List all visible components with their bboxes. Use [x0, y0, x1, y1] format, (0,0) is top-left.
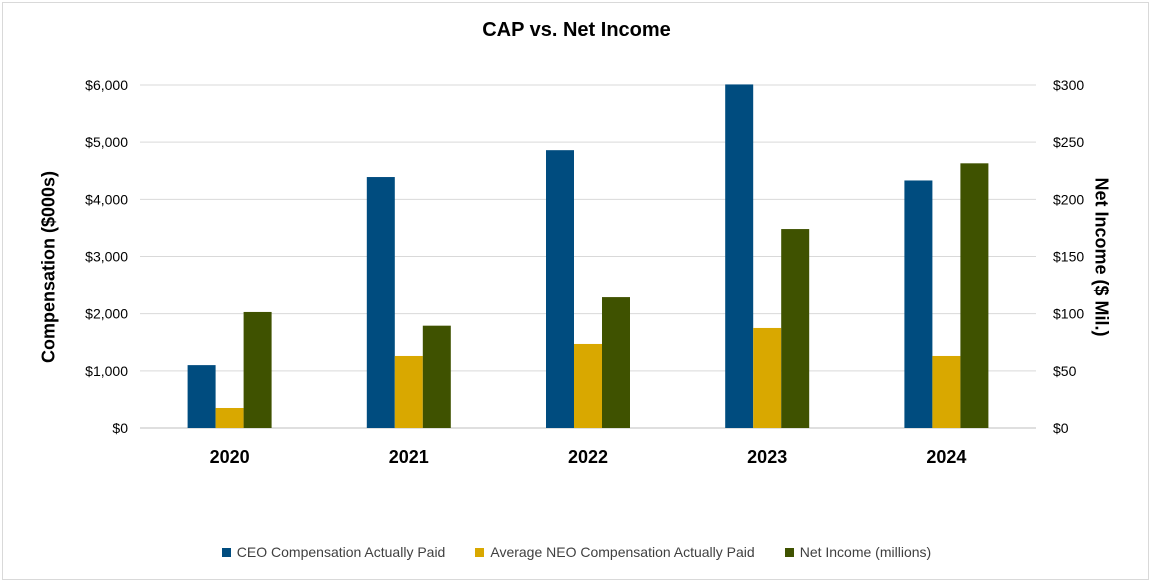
legend-swatch-net-income: [784, 547, 794, 557]
bar-net-income: [243, 311, 272, 428]
legend-item-neo: Average NEO Compensation Actually Paid: [475, 544, 755, 560]
bar-neo: [753, 327, 782, 428]
y-tick-label-right: $50: [1053, 363, 1077, 379]
bar-neo: [215, 407, 244, 428]
y-tick-label-left: $1,000: [85, 363, 128, 379]
bar-ceo: [725, 84, 754, 428]
y-tick-label-left: $0: [112, 420, 128, 436]
y-tick-label-right: $250: [1053, 134, 1084, 150]
legend-swatch-ceo: [221, 547, 231, 557]
y-tick-label-right: $200: [1053, 191, 1084, 207]
bar-neo: [932, 355, 961, 428]
legend-swatch-neo: [475, 547, 485, 557]
x-tick-label: 2024: [926, 447, 966, 467]
bar-ceo: [546, 150, 574, 429]
chart-title: CAP vs. Net Income: [482, 19, 671, 41]
legend: CEO Compensation Actually Paid Average N…: [0, 544, 1153, 560]
x-tick-label: 2022: [568, 447, 608, 467]
y-tick-label-right: $300: [1053, 77, 1084, 93]
y-tick-label-left: $3,000: [85, 249, 128, 265]
y-tick-label-right: $150: [1053, 249, 1084, 265]
bar-net-income: [602, 297, 630, 428]
x-tick-label: 2020: [210, 447, 250, 467]
legend-label-ceo: CEO Compensation Actually Paid: [236, 544, 446, 560]
bar-ceo: [904, 180, 933, 428]
bar-net-income: [960, 163, 989, 428]
legend-item-net-income: Net Income (millions): [784, 544, 932, 560]
y-tick-label-left: $6,000: [85, 77, 128, 93]
bar-neo: [394, 355, 423, 428]
y-tick-label-right: $100: [1053, 306, 1084, 322]
legend-label-neo: Average NEO Compensation Actually Paid: [490, 544, 755, 560]
legend-label-net-income: Net Income (millions): [799, 544, 932, 560]
x-tick-label: 2023: [747, 447, 787, 467]
bar-ceo: [187, 365, 216, 428]
bar-ceo: [366, 177, 395, 428]
legend-item-ceo: CEO Compensation Actually Paid: [221, 544, 446, 560]
y-tick-label-left: $5,000: [85, 134, 128, 150]
bar-net-income: [422, 325, 451, 428]
bar-neo: [574, 343, 602, 428]
y-tick-label-left: $2,000: [85, 306, 128, 322]
y-tick-label-left: $4,000: [85, 191, 128, 207]
y-tick-label-right: $0: [1053, 420, 1069, 436]
bar-net-income: [781, 229, 810, 428]
x-tick-label: 2021: [389, 447, 429, 467]
